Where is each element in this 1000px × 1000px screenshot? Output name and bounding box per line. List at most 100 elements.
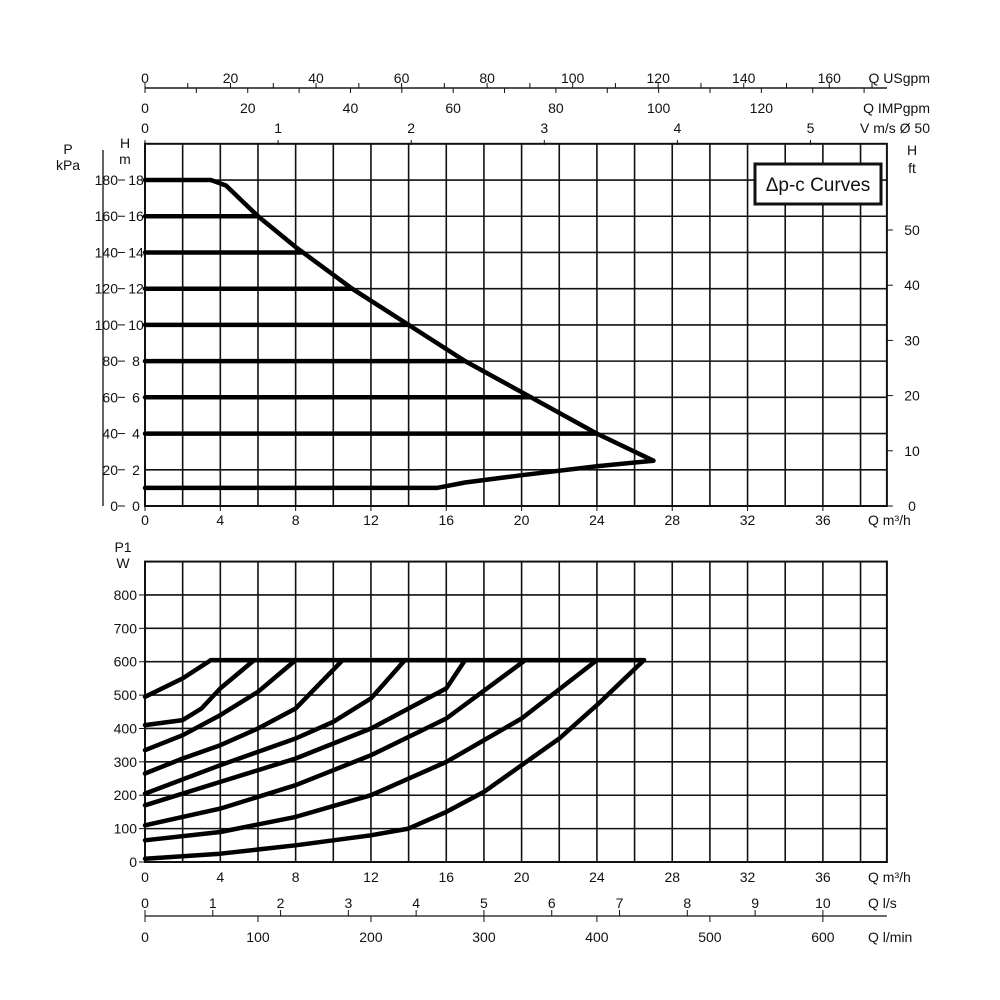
bottom-axis-tick-label: 100	[246, 929, 270, 945]
y-tick-label: 300	[114, 754, 138, 770]
x-tick-label: 20	[514, 869, 530, 885]
top-axis-tick-label: 60	[445, 100, 461, 116]
y-tick-label-ft: 10	[904, 443, 920, 459]
x-tick-label: 36	[815, 512, 831, 528]
top-axis-tick-label: 3	[540, 120, 548, 136]
y-tick-label-kpa: 140	[95, 244, 119, 260]
y-axis-label-m: m	[119, 151, 131, 167]
y-tick-label: 500	[114, 687, 138, 703]
y-tick-label-kpa: 100	[95, 317, 119, 333]
y-tick-label-m: 18	[128, 172, 144, 188]
x-tick-label: 8	[292, 869, 300, 885]
y-tick-label-m: 14	[128, 244, 144, 260]
top-axis-tick-label: 80	[548, 100, 564, 116]
y-tick-label: 400	[114, 720, 138, 736]
top-axis-tick-label: 4	[674, 120, 682, 136]
y-tick-label-kpa: 40	[102, 426, 118, 442]
power-curve-6m	[142, 657, 528, 828]
top-axis-tick-label: 2	[407, 120, 415, 136]
power-curve-min	[142, 657, 647, 861]
bottom-axis-tick-label: 1	[209, 895, 217, 911]
top-axis-tick-label: 120	[647, 70, 671, 86]
dp-series	[142, 177, 656, 491]
top-axis-tick-label: 0	[141, 70, 149, 86]
x-tick-label: 32	[740, 869, 756, 885]
curve-min	[142, 458, 656, 491]
y-tick-label: 100	[114, 821, 138, 837]
top-axis-tick-label: 1	[274, 120, 282, 136]
bottom-axis-tick-label: 10	[815, 895, 831, 911]
power-series	[142, 657, 647, 861]
x-axis-label: Q m³/h	[868, 869, 911, 885]
top-axis-tick-label: 20	[240, 100, 256, 116]
y-tick-label-ft: 0	[908, 498, 916, 514]
bottom-axis-tick-label: 600	[811, 929, 835, 945]
x-tick-label: 16	[438, 869, 454, 885]
y-axis-label: P1	[114, 539, 131, 555]
top-axis-tick-label: 160	[818, 70, 842, 86]
y-tick-label-m: 4	[132, 426, 140, 442]
legend: Δp-c Curves	[753, 162, 883, 206]
x-tick-label: 4	[216, 512, 224, 528]
power-curve-max	[142, 657, 214, 700]
y-tick-label-ft: 50	[904, 222, 920, 238]
bottom-axis-label: Q l/min	[868, 929, 912, 945]
y-axis-label-ft: H	[907, 142, 917, 158]
y-tick-label-kpa: 120	[95, 281, 119, 297]
y-tick-label-kpa: 0	[110, 498, 118, 514]
y-tick-label-m: 16	[128, 208, 144, 224]
x-tick-label: 16	[438, 512, 454, 528]
bottom-axis-tick-label: 9	[751, 895, 759, 911]
x-axis-label: Q m³/h	[868, 512, 911, 528]
top-axis-tick-label: 100	[647, 100, 671, 116]
x-tick-label: 8	[292, 512, 300, 528]
y-tick-label-kpa: 20	[102, 462, 118, 478]
y-tick-label-m: 0	[132, 498, 140, 514]
bottom-axis-tick-label: 7	[616, 895, 624, 911]
x-tick-label: 4	[216, 869, 224, 885]
y-tick-label-m: 2	[132, 462, 140, 478]
top-axis-tick-label: 100	[561, 70, 585, 86]
dp-grid	[144, 142, 888, 508]
dp-axes: 0 4 8 12 16 20 24 28 32 36 Q m³/h00220440660880101…	[56, 70, 930, 528]
x-tick-label: 28	[664, 869, 680, 885]
top-axis-tick-label: 0	[141, 120, 149, 136]
y-axis-label-kpa: kPa	[56, 157, 80, 173]
x-tick-label: 0	[141, 512, 149, 528]
x-tick-label: 36	[815, 869, 831, 885]
power-curve-10m	[142, 657, 408, 796]
top-axis-tick-label: 40	[308, 70, 324, 86]
y-tick-label-m: 10	[128, 317, 144, 333]
y-tick-label-kpa: 180	[95, 172, 119, 188]
bottom-axis-tick-label: 0	[141, 895, 149, 911]
power-grid	[144, 560, 888, 864]
x-tick-label: 20	[514, 512, 530, 528]
top-axis-tick-label: 20	[223, 70, 239, 86]
x-tick-label: 28	[664, 512, 680, 528]
x-tick-label: 0	[141, 869, 149, 885]
y-tick-label-m: 6	[132, 389, 140, 405]
top-axis-label: V m/s Ø 50	[860, 120, 930, 136]
bottom-axis-tick-label: 500	[698, 929, 722, 945]
x-tick-label: 12	[363, 512, 379, 528]
bottom-axis-tick-label: 5	[480, 895, 488, 911]
x-tick-label: 32	[740, 512, 756, 528]
y-tick-label: 0	[129, 854, 137, 870]
bottom-axis-label: Q l/s	[868, 895, 897, 911]
y-tick-label-kpa: 160	[95, 208, 119, 224]
bottom-axis-tick-label: 400	[585, 929, 609, 945]
top-axis-tick-label: 5	[807, 120, 815, 136]
y-tick-label-kpa: 80	[102, 353, 118, 369]
power-curve-4m	[142, 657, 600, 843]
x-tick-label: 12	[363, 869, 379, 885]
y-tick-label-ft: 30	[904, 332, 920, 348]
power-curve-12m	[142, 657, 345, 776]
y-tick-label: 700	[114, 620, 138, 636]
top-axis-tick-label: 120	[750, 100, 774, 116]
y-tick-label-ft: 20	[904, 388, 920, 404]
bottom-axis-tick-label: 300	[472, 929, 496, 945]
bottom-axis-tick-label: 4	[412, 895, 420, 911]
bottom-axis-tick-label: 2	[277, 895, 285, 911]
top-axis-tick-label: 0	[141, 100, 149, 116]
